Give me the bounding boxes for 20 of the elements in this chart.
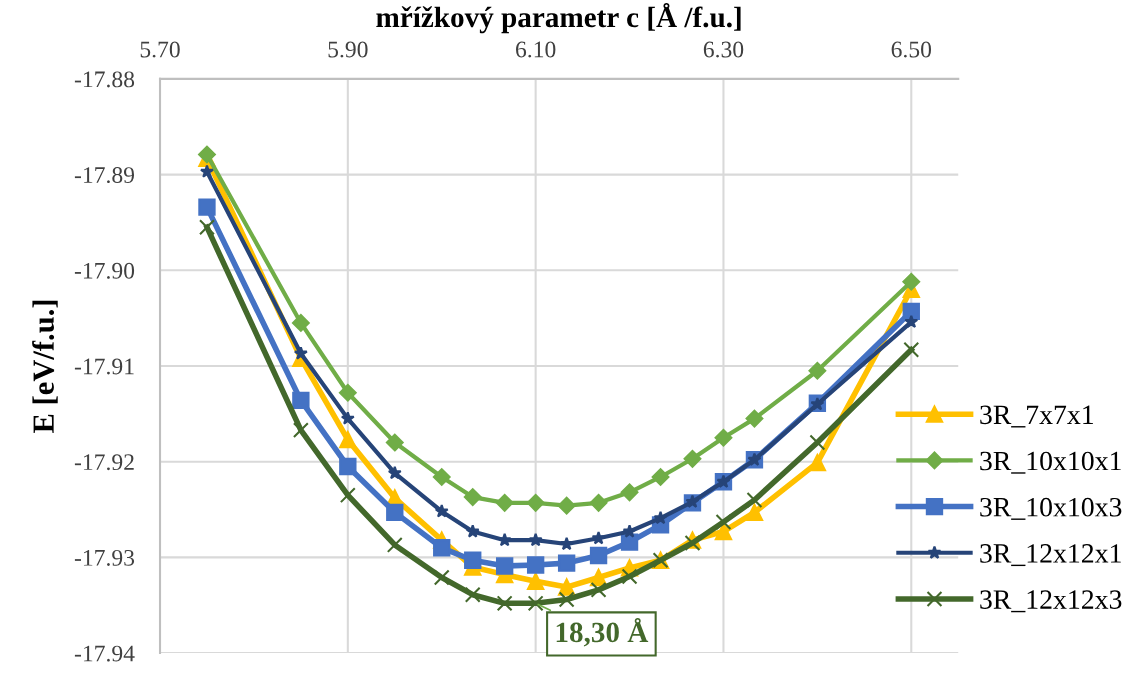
- chart-title: mřížkový parametr c [Å /f.u.]: [376, 2, 741, 34]
- x-tick-label: 6.30: [703, 41, 744, 58]
- y-tick-label: -17.88: [74, 71, 135, 88]
- legend-label: 3R_10x10x3: [980, 497, 1122, 520]
- legend-label: 3R_12x12x1: [980, 544, 1121, 567]
- y-tick-label: -17.94: [74, 645, 135, 662]
- x-tick-label: 6.50: [891, 41, 932, 58]
- legend-label: 3R_10x10x1: [980, 451, 1121, 474]
- y-tick-label: -17.93: [74, 549, 135, 566]
- legend-label: 3R_12x12x3: [980, 590, 1122, 613]
- y-tick-label: -17.89: [74, 167, 135, 184]
- y-axis-title: E [eV/f.u.]: [32, 300, 58, 433]
- legend-label: 3R_7x7x1: [980, 405, 1094, 428]
- annotation: 18,30 Å: [556, 617, 649, 647]
- y-tick-label: -17.92: [74, 454, 134, 471]
- x-tick-label: 6.10: [516, 41, 556, 58]
- y-tick-label: -17.91: [74, 358, 134, 375]
- x-tick-label: 5.90: [328, 41, 368, 58]
- x-tick-label: 5.70: [140, 41, 180, 58]
- y-tick-label: -17.90: [74, 262, 135, 279]
